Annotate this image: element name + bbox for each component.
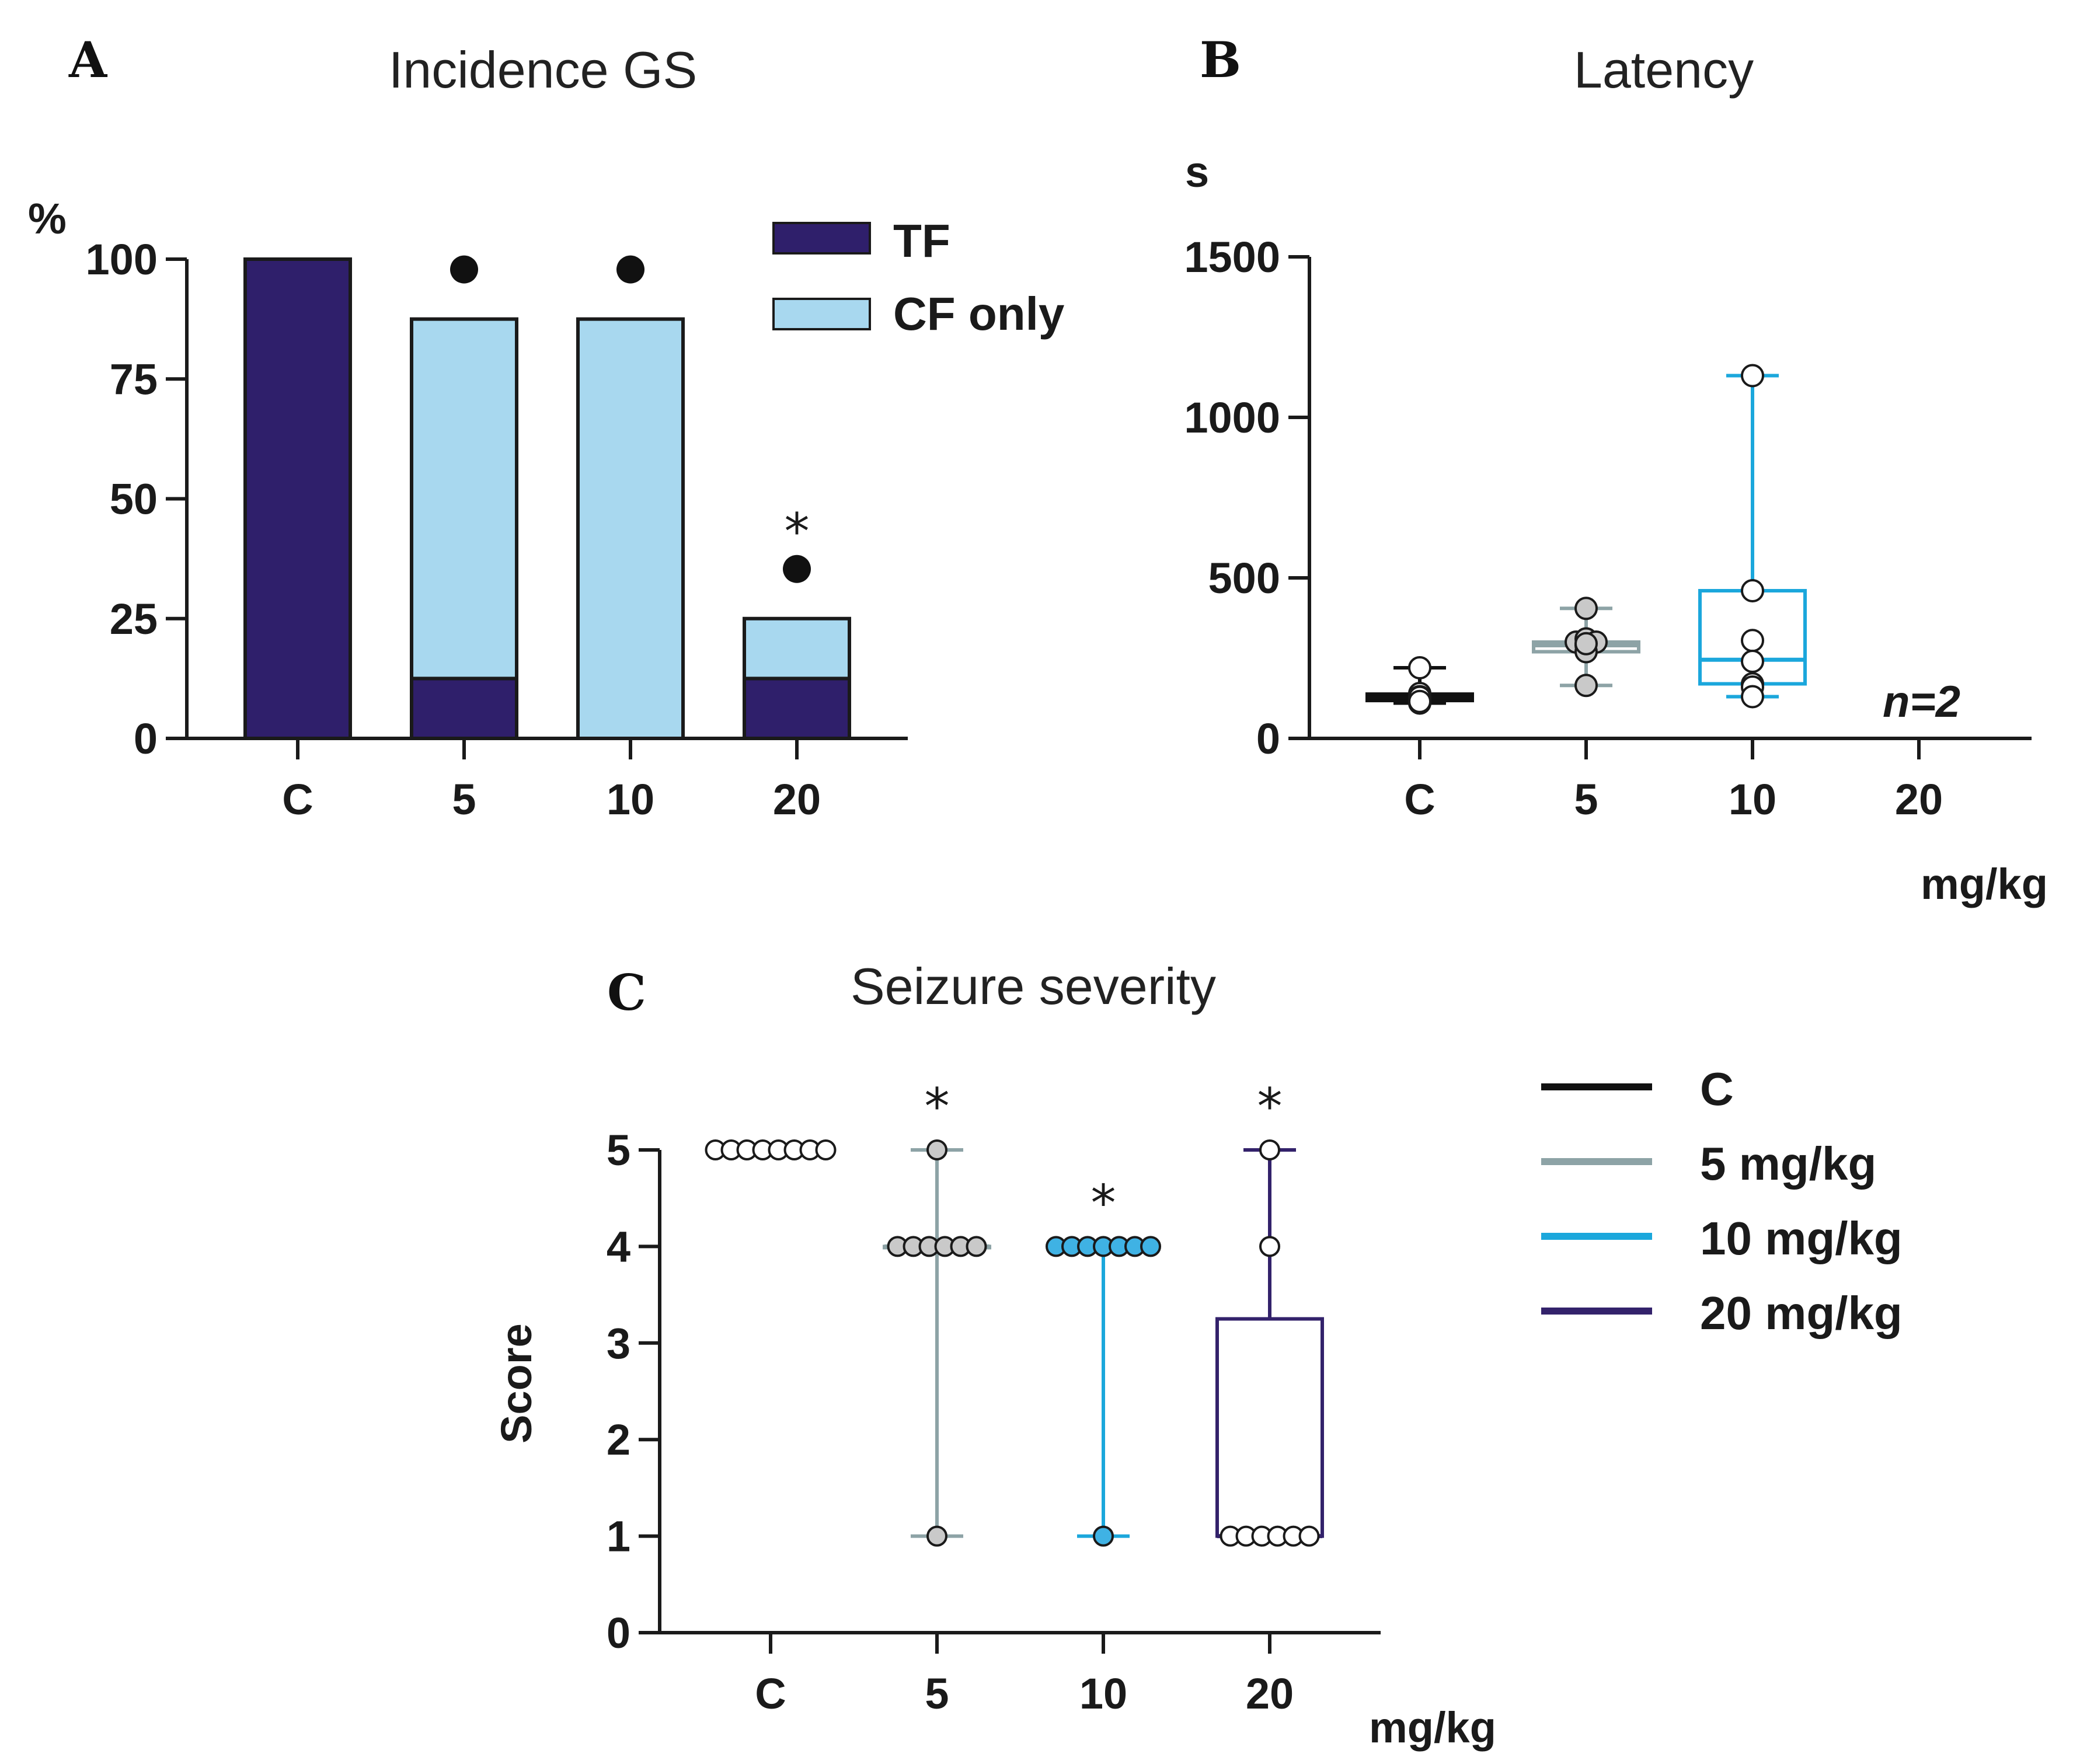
panel-c-point-5: [926, 1139, 947, 1160]
panel-c-point-20: [1259, 1139, 1280, 1160]
panel-c-point-C: [815, 1139, 837, 1160]
panel-c-point-10: [1093, 1525, 1114, 1547]
panel-a-xtick-label: 5: [452, 775, 476, 824]
panel-b: B Latency s 0 500 1000 1500 C 5 10 20 n=2 mg/k…: [1184, 31, 2048, 908]
panel-a-significance-dot: [450, 255, 478, 284]
panel-b-point-5: [1574, 674, 1598, 698]
panel-a-title: Incidence GS: [389, 41, 697, 99]
panel-a-legend: TF CF only: [772, 215, 1065, 340]
panel-a-annotations: *: [450, 255, 811, 583]
panel-a-bar-cf-20: [743, 616, 851, 681]
panel-c-box-20: [1215, 1317, 1324, 1538]
panel-b-ytick-label: 1000: [1184, 393, 1280, 442]
panel-c-xtick-label: 10: [1079, 1669, 1127, 1718]
legend-label-5: 5 mg/kg: [1700, 1138, 1876, 1190]
legend-label-cf: CF only: [893, 288, 1065, 340]
panel-c-title: Seizure severity: [851, 957, 1216, 1015]
panel-a-significance-dot: [616, 255, 644, 284]
panel-a-xtick-label: C: [282, 775, 313, 824]
panel-a-ytick-label: 75: [110, 355, 158, 403]
panel-c-xtick-label: 5: [925, 1669, 949, 1718]
panel-b-xtick-label: 20: [1895, 775, 1943, 824]
panel-b-point-10: [1741, 650, 1764, 673]
panel-b-boxes: [1365, 364, 1807, 715]
panel-b-ytick-label: 1500: [1184, 233, 1280, 281]
panel-a-bar-tf-C: [243, 257, 352, 740]
panel-b-xtick-label: 5: [1574, 775, 1598, 824]
panel-b-title: Latency: [1574, 41, 1754, 99]
panel-a: A Incidence GS % 0 25 50 75 100 C 5 10 20 * TF …: [28, 31, 1065, 824]
panel-c-significance-star: *: [925, 1078, 950, 1136]
panel-b-xticks: C 5 10 20: [1404, 738, 1943, 824]
panel-b-ylabel: s: [1185, 148, 1209, 196]
panel-a-xtick-label: 20: [773, 775, 821, 824]
panel-c-xlabel: mg/kg: [1369, 1703, 1496, 1752]
panel-c-ytick-label: 2: [607, 1416, 630, 1464]
panel-b-point-10: [1741, 685, 1764, 709]
panel-a-bar-cf-10: [576, 317, 685, 740]
panel-c: C Seizure severity Score 0 1 2 3 4 5 C 5 10 20 *…: [492, 957, 1903, 1752]
legend-label-c: C: [1700, 1063, 1734, 1115]
panel-c-letter: C: [607, 964, 646, 1022]
panel-c-point-10: [1140, 1236, 1161, 1257]
panel-c-ytick-label: 3: [607, 1319, 630, 1368]
panel-b-letter: B: [1200, 31, 1241, 89]
panel-c-point-20: [1259, 1236, 1280, 1257]
panel-c-ytick-label: 5: [607, 1126, 630, 1174]
panel-a-significance-dot: [783, 555, 811, 583]
panel-c-boxes: [705, 1139, 1324, 1547]
legend-swatch-tf: [772, 222, 871, 255]
panel-b-xtick-label: 10: [1729, 775, 1776, 824]
panel-b-n-label: n=2: [1883, 677, 1960, 727]
panel-c-xticks: C 5 10 20: [755, 1633, 1294, 1718]
panel-b-point-C: [1408, 656, 1431, 679]
panel-a-ytick-label: 25: [110, 595, 158, 643]
panel-c-xtick-label: 20: [1246, 1669, 1294, 1718]
panel-a-xticks: C 5 10 20: [282, 738, 821, 824]
panel-c-legend: C 5 mg/kg 10 mg/kg 20 mg/kg: [1541, 1063, 1903, 1339]
legend-swatch-cf: [772, 298, 871, 330]
panel-a-ytick-label: 50: [110, 475, 158, 524]
panel-a-bar-tf-20: [743, 677, 851, 740]
panel-b-xtick-label: C: [1404, 775, 1435, 824]
panel-c-stars: * * *: [925, 1078, 1283, 1232]
panel-c-ytick-label: 1: [607, 1512, 630, 1561]
panel-c-point-5: [966, 1236, 987, 1257]
panel-c-significance-star: *: [1257, 1078, 1283, 1136]
panel-c-ylabel: Score: [492, 1323, 541, 1444]
panel-c-ytick-label: 0: [607, 1609, 630, 1657]
panel-a-letter: A: [68, 31, 108, 89]
panel-a-bar-tf-5: [410, 677, 518, 740]
panel-c-point-5: [926, 1525, 947, 1547]
panel-a-significance-star: *: [785, 503, 810, 561]
panel-b-point-10: [1741, 629, 1764, 653]
panel-b-point-5: [1574, 597, 1598, 620]
panel-b-ytick-label: 0: [1256, 714, 1280, 763]
panel-a-bars: [243, 257, 851, 740]
legend-label-10: 10 mg/kg: [1700, 1212, 1903, 1264]
panel-a-ytick-label: 0: [134, 714, 158, 763]
panel-c-point-20: [1298, 1525, 1320, 1547]
panel-a-bar-cf-5: [410, 317, 518, 681]
panel-a-ytick-label: 100: [86, 235, 158, 284]
panel-b-point-10: [1741, 579, 1764, 602]
panel-a-yticks: 0 25 50 75 100: [86, 235, 187, 763]
panel-b-point-5: [1574, 632, 1598, 656]
panel-a-xtick-label: 10: [607, 775, 654, 824]
panel-a-ylabel: %: [28, 194, 67, 243]
panel-c-xtick-label: C: [755, 1669, 786, 1718]
panel-b-xlabel: mg/kg: [1921, 860, 2048, 908]
panel-c-yticks: 0 1 2 3 4 5: [607, 1126, 660, 1657]
panel-c-significance-star: *: [1091, 1174, 1116, 1232]
panel-c-ytick-label: 4: [607, 1222, 630, 1271]
legend-label-20: 20 mg/kg: [1700, 1287, 1903, 1339]
panel-b-yticks: 0 500 1000 1500: [1184, 233, 1309, 763]
panel-b-point-C: [1408, 689, 1431, 713]
panel-b-point-10: [1741, 364, 1764, 388]
panel-b-ytick-label: 500: [1208, 554, 1280, 602]
legend-label-tf: TF: [893, 215, 950, 267]
